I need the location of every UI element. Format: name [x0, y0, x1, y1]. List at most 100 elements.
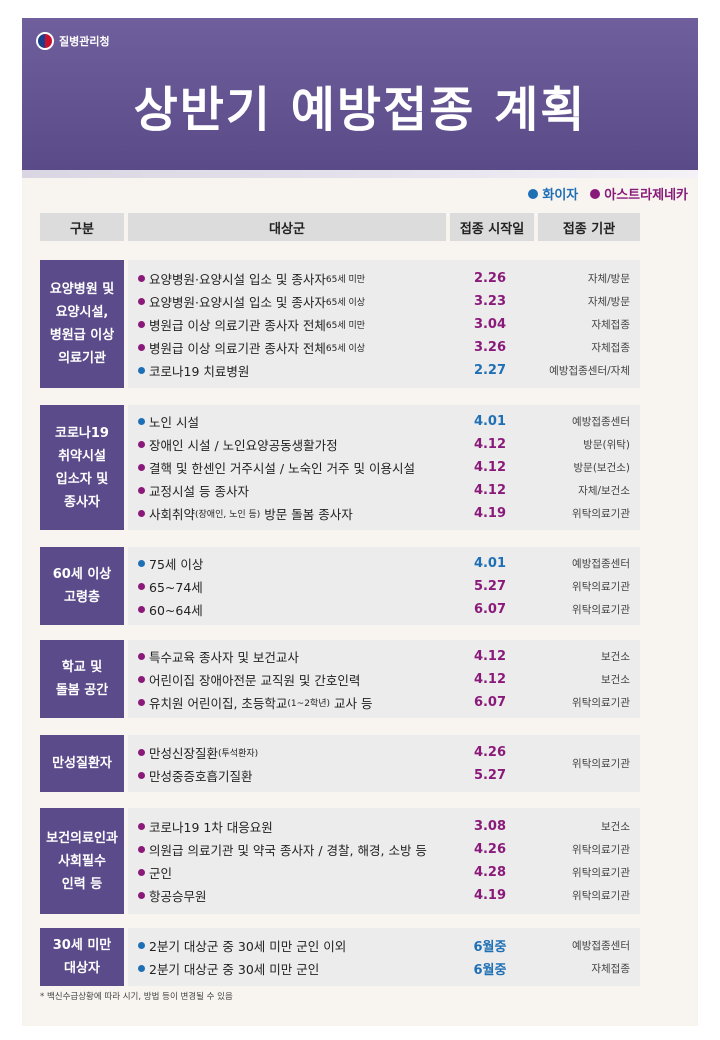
agency-name: 질병관리청 — [59, 35, 110, 48]
start-date: 5.27 — [473, 578, 507, 594]
group-rows: 75세 이상 4.01 예방접종센터 65~74세 5.27 위탁의료기관 60~64세 6.… — [128, 547, 640, 625]
table-group: 코로나19 취약시설 입소자 및 종사자 노인 시설 4.01 예방접종센터 장애인 시… — [40, 405, 640, 530]
vaccination-org: 위탁의료기관 — [572, 890, 630, 902]
target-label: 군인 — [149, 866, 173, 881]
table-row: 요양병원·요양시설 입소 및 종사자 65세 이상 3.23 자체/방문 — [128, 290, 640, 313]
target-cell: 결핵 및 한센인 거주시설 / 노숙인 거주 및 이용시설 — [128, 458, 446, 477]
start-date: 3.23 — [473, 293, 507, 309]
vaccination-org: 위탁의료기관 — [572, 508, 630, 520]
start-date: 4.26 — [473, 842, 507, 857]
target-note: (투석환자) — [218, 748, 259, 759]
vaccination-org: 방문(위탁) — [583, 439, 630, 451]
vaccine-dot-icon — [138, 675, 145, 683]
target-note: (1~2학년) — [287, 698, 330, 709]
table-row: 요양병원·요양시설 입소 및 종사자 65세 미만 2.26 자체/방문 — [128, 267, 640, 290]
table-header: 구분 대상군 접종 시작일 접종 기관 — [40, 213, 640, 241]
vaccination-org: 보건소 — [601, 650, 630, 663]
target-cell: 65~74세 — [128, 577, 446, 596]
table-row: 사회취약 (장애인, 노인 등) 방문 돌봄 종사자 4.19 위탁의료기관 — [128, 502, 640, 525]
vaccine-dot-icon — [138, 441, 145, 448]
legend-dot-icon — [590, 188, 601, 199]
vaccine-dot-icon — [138, 366, 145, 374]
column-header-org: 접종 기관 — [538, 213, 640, 241]
group-rows: 만성신장질환 (투석환자) 4.26 만성중증호흡기질환 5.27 위탁의료기관 — [128, 735, 640, 792]
start-date: 4.12 — [473, 671, 507, 687]
vaccine-dot-icon — [138, 487, 145, 494]
vaccine-dot-icon — [138, 464, 145, 471]
target-label: 요양병원·요양시설 입소 및 종사자 — [149, 294, 326, 310]
vaccine-dot-icon — [138, 652, 145, 660]
start-date: 3.08 — [473, 819, 507, 834]
group-rows: 2분기 대상군 중 30세 미만 군인 이외 6월중 예방접종센터 2분기 대상군 중… — [128, 928, 640, 986]
table-row: 병원급 이상 의료기관 종사자 전체 65세 이상 3.26 자체접종 — [128, 336, 640, 359]
target-cell: 요양병원·요양시설 입소 및 종사자 65세 미만 — [128, 269, 446, 288]
table-row: 2분기 대상군 중 30세 미만 군인 6월중 자체접종 — [128, 957, 640, 980]
vaccine-dot-icon — [138, 771, 145, 779]
vaccination-org: 보건소 — [601, 673, 630, 686]
start-date: 3.04 — [473, 316, 507, 332]
legend-label: 화이자 — [542, 188, 579, 203]
target-label: 어린이집 장애아전문 교직원 및 간호인력 — [149, 672, 361, 688]
taegeuk-icon — [36, 32, 54, 50]
target-label-suffix: 교사 등 — [330, 695, 373, 711]
vaccine-dot-icon — [138, 320, 145, 328]
group-rows: 코로나19 1차 대응요원 3.08 보건소 의원급 의료기관 및 약국 종사자 / … — [128, 808, 640, 914]
table-row: 2분기 대상군 중 30세 미만 군인 이외 6월중 예방접종센터 — [128, 934, 640, 957]
target-cell: 사회취약 (장애인, 노인 등) 방문 돌봄 종사자 — [128, 504, 446, 523]
start-date: 4.01 — [473, 414, 507, 429]
table-group: 만성질환자 만성신장질환 (투석환자) 4.26 만성중증호흡기질환 5.27 위탁의료기… — [40, 735, 640, 792]
vaccination-org: 자체/방문 — [587, 272, 630, 285]
vaccine-dot-icon — [138, 698, 145, 706]
table-row: 의원급 의료기관 및 약국 종사자 / 경찰, 해경, 소방 등 4.26 위탁의료… — [128, 838, 640, 861]
target-cell: 코로나19 치료병원 — [128, 361, 446, 380]
target-label: 병원급 이상 의료기관 종사자 전체 — [149, 340, 326, 356]
target-label: 유치원 어린이집, 초등학교 — [149, 695, 288, 711]
vaccination-org: 자체접종 — [591, 318, 630, 331]
vaccination-org: 위탁의료기관 — [572, 844, 630, 856]
legend-item-astrazeneca: 아스트라제네카 — [590, 184, 688, 203]
table-row: 교정시설 등 종사자 4.12 자체/보건소 — [128, 479, 640, 502]
start-date: 4.12 — [473, 648, 507, 664]
target-label: 65~74세 — [149, 579, 203, 595]
agency-logo: 질병관리청 — [36, 32, 110, 50]
vaccination-org: 자체/보건소 — [578, 485, 630, 497]
group-rows: 특수교육 종사자 및 보건교사 4.12 보건소 어린이집 장애아전문 교직원 및 간… — [128, 640, 640, 718]
start-date: 4.12 — [473, 483, 507, 498]
target-note: (장애인, 노인 등) — [195, 510, 261, 520]
vaccination-org: 위탁의료기관 — [572, 603, 630, 616]
vaccine-dot-icon — [138, 748, 145, 756]
target-cell: 특수교육 종사자 및 보건교사 — [128, 647, 446, 666]
vaccination-org: 보건소 — [601, 821, 630, 833]
target-cell: 병원급 이상 의료기관 종사자 전체 65세 이상 — [128, 338, 446, 357]
group-rows: 요양병원·요양시설 입소 및 종사자 65세 미만 2.26 자체/방문 요양병원·요… — [128, 260, 640, 388]
target-cell: 75세 이상 — [128, 554, 446, 573]
table-row: 특수교육 종사자 및 보건교사 4.12 보건소 — [128, 645, 640, 668]
group-category: 보건의료인과 사회필수 인력 등 — [40, 808, 124, 914]
target-cell: 60~64세 — [128, 600, 446, 619]
vaccination-org: 자체/방문 — [587, 295, 630, 308]
target-cell: 2분기 대상군 중 30세 미만 군인 — [128, 959, 446, 978]
start-date: 3.26 — [473, 339, 507, 355]
table-row: 65~74세 5.27 위탁의료기관 — [128, 575, 640, 598]
target-cell: 교정시설 등 종사자 — [128, 481, 446, 500]
start-date: 6.07 — [473, 694, 507, 710]
target-note: 65세 이상 — [325, 343, 366, 354]
vaccination-org: 자체접종 — [591, 963, 630, 975]
target-cell: 만성신장질환 (투석환자) — [128, 743, 446, 762]
target-label: 75세 이상 — [149, 556, 204, 572]
vaccination-org: 위탁의료기관 — [572, 580, 630, 593]
table-row: 군인 4.28 위탁의료기관 — [128, 861, 640, 884]
header-banner: 질병관리청 상반기 예방접종 계획 — [22, 18, 698, 170]
table-row: 어린이집 장애아전문 교직원 및 간호인력 4.12 보건소 — [128, 668, 640, 691]
vaccination-org: 예방접종센터 — [572, 940, 630, 952]
start-date: 2.26 — [473, 270, 507, 286]
start-date: 4.19 — [473, 506, 507, 521]
group-rows: 노인 시설 4.01 예방접종센터 장애인 시설 / 노인요양공동생활가정 4.12 방문… — [128, 405, 640, 530]
target-label: 만성중증호흡기질환 — [149, 768, 253, 784]
start-date: 6월중 — [473, 963, 507, 978]
start-date: 2.27 — [473, 362, 507, 378]
target-label: 2분기 대상군 중 30세 미만 군인 — [149, 962, 320, 977]
target-note: 65세 미만 — [325, 320, 366, 331]
table-group: 학교 및 돌봄 공간 특수교육 종사자 및 보건교사 4.12 보건소 어린이집 장애아… — [40, 640, 640, 718]
group-category: 학교 및 돌봄 공간 — [40, 640, 124, 718]
